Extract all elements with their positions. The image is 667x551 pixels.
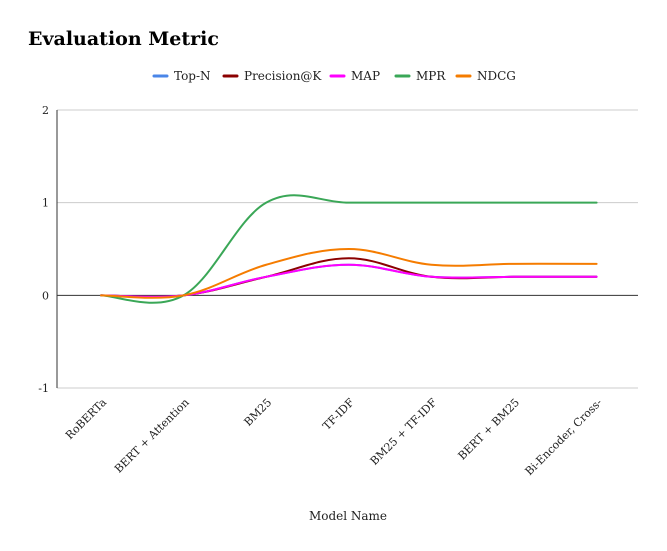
- x-tick-label: BM25 + TF-IDF: [368, 396, 440, 468]
- legend-item-top-n: Top-N: [152, 69, 211, 83]
- x-tick-label: BERT + Attention: [112, 396, 192, 476]
- series-line-top-n: [100, 263, 598, 298]
- x-tick-label: Bi-Encoder, Cross-: [523, 396, 605, 478]
- y-tick-label: 1: [42, 197, 49, 210]
- y-tick-label: 0: [42, 289, 49, 302]
- legend-label: MAP: [351, 69, 380, 83]
- legend-label: MPR: [416, 69, 446, 83]
- x-tick-labels: RoBERTa BERT + Attention BM25 TF-IDF BM25 + …: [63, 396, 605, 478]
- legend-item-precision-k: Precision@K: [222, 69, 322, 83]
- legend-item-map: MAP: [329, 69, 380, 83]
- x-tick-label: RoBERTa: [63, 396, 109, 442]
- legend-item-ndcg: NDCG: [455, 69, 516, 83]
- legend-item-mpr: MPR: [394, 69, 446, 83]
- series-line-ndcg: [100, 248, 598, 299]
- y-tick-label: 2: [42, 104, 49, 117]
- x-tick-label: BM25: [242, 396, 275, 429]
- legend-label: Precision@K: [244, 69, 322, 83]
- y-tick-labels: 2 1 0 -1: [38, 104, 49, 395]
- x-tick-label: TF-IDF: [320, 396, 357, 433]
- legend-label: Top-N: [174, 69, 211, 83]
- legend: Top-N Precision@K MAP MPR NDCG: [152, 69, 516, 83]
- series-line-map: [100, 263, 598, 298]
- x-tick-label: BERT + BM25: [456, 396, 523, 463]
- chart-title: Evaluation Metric: [28, 28, 219, 50]
- legend-label: NDCG: [477, 69, 516, 83]
- axes: [56, 110, 638, 388]
- series-lines: [100, 194, 598, 304]
- y-tick-label: -1: [38, 382, 49, 395]
- x-axis-title: Model Name: [309, 509, 387, 523]
